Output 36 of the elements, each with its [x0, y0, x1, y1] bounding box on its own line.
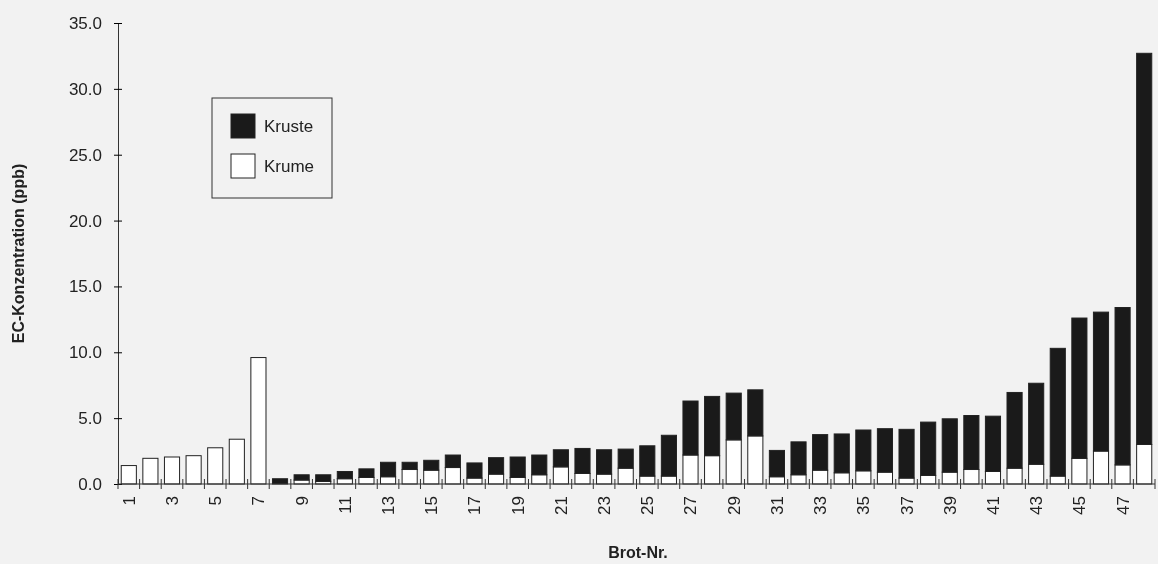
x-tick-label: 7: [249, 496, 269, 506]
x-axis-title: Brot-Nr.: [608, 544, 668, 561]
x-tick-label: 43: [1027, 496, 1047, 515]
x-tick-label: 21: [551, 496, 571, 515]
legend-label: Krume: [264, 156, 315, 176]
x-tick-label: 23: [595, 496, 615, 515]
x-tick-label: 13: [379, 496, 398, 515]
legend-label: Kruste: [264, 116, 314, 136]
y-tick-label: 35.0: [68, 13, 102, 33]
x-tick-label: 29: [724, 496, 744, 515]
y-tick-label: 10.0: [68, 343, 102, 363]
x-tick-label: 33: [811, 496, 831, 515]
y-tick-label: 25.0: [68, 145, 102, 165]
x-tick-label: 9: [292, 496, 312, 506]
x-tick-label: 19: [508, 496, 528, 515]
x-tick-label: 11: [335, 496, 355, 514]
x-tick-label: 3: [162, 496, 182, 506]
x-tick-label: 41: [983, 496, 1003, 515]
x-tick-label: 1: [119, 496, 139, 506]
x-tick-label: 35: [854, 496, 874, 515]
x-tick-label: 5: [206, 496, 226, 506]
y-tick-label: 5.0: [78, 409, 102, 429]
x-tick-label: 31: [767, 496, 787, 515]
x-tick-label: 37: [897, 496, 917, 515]
x-tick-label: 25: [638, 496, 658, 515]
y-tick-label: 20.0: [68, 211, 102, 231]
x-tick-label: 17: [465, 496, 485, 515]
y-tick-label: 15.0: [68, 277, 102, 297]
x-tick-label: 15: [422, 496, 442, 515]
x-tick-label: 27: [681, 496, 701, 515]
x-tick-label: 39: [940, 496, 960, 515]
y-tick-label: 30.0: [68, 79, 102, 99]
x-tick-label: 47: [1113, 496, 1133, 515]
y-tick-label: 0.0: [78, 474, 102, 494]
x-tick-label: 45: [1070, 496, 1090, 515]
y-axis-title: EC-Konzentration (ppb): [10, 163, 27, 344]
